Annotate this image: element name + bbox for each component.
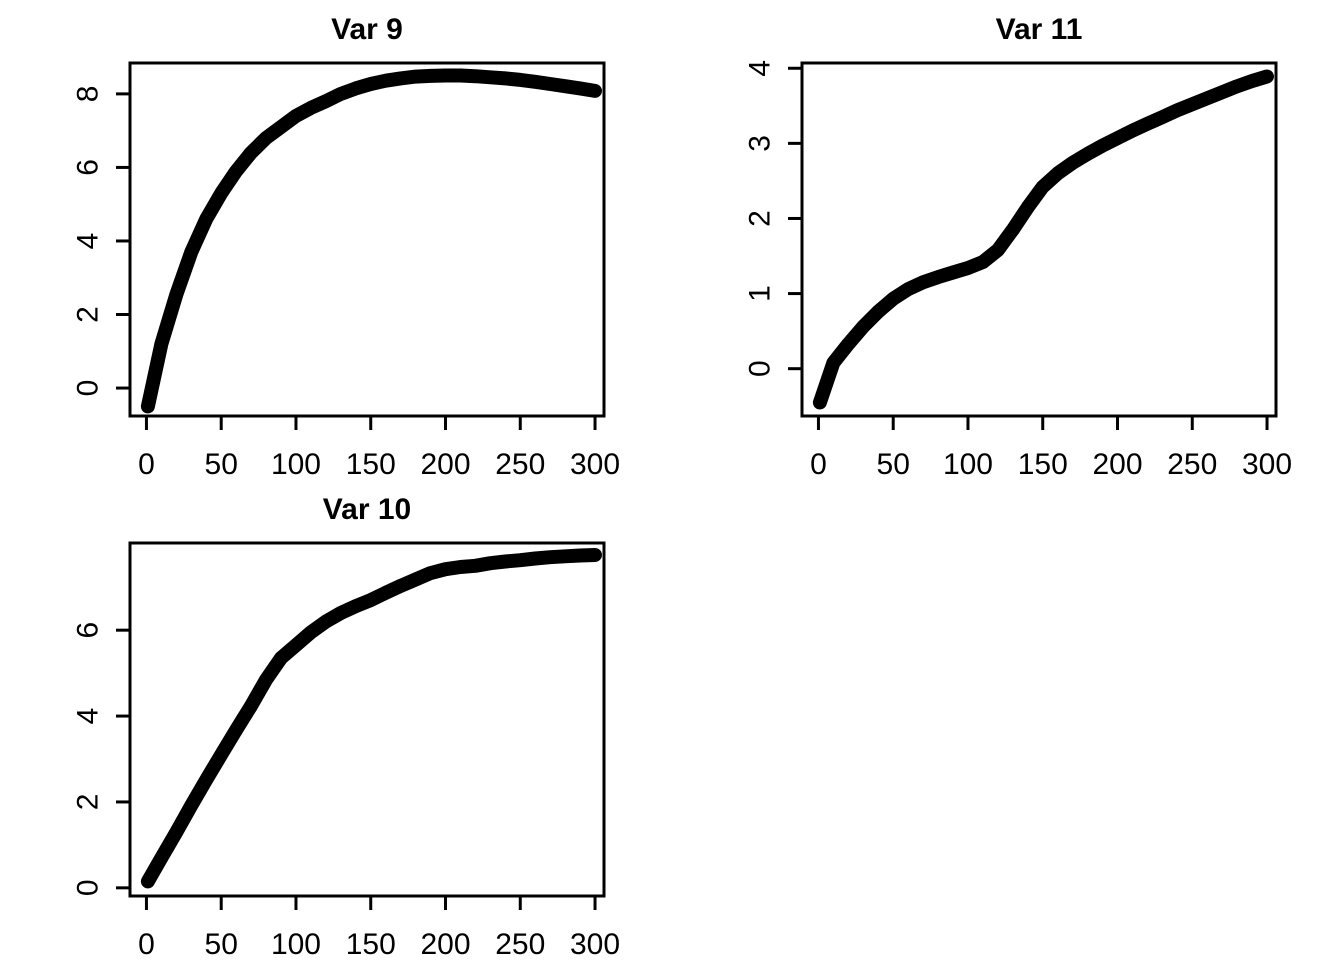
panel-var-9: Var 9 0 50 100 150 200 250 300 0 2 4 6 8 bbox=[0, 0, 672, 481]
series-curve bbox=[140, 548, 602, 889]
x-tick-label: 300 bbox=[1242, 448, 1292, 480]
panel-var-11: Var 11 0 50 100 150 200 250 300 0 1 2 3 4 bbox=[672, 0, 1344, 481]
x-tick-label: 300 bbox=[570, 448, 620, 480]
y-tick-label: 2 bbox=[72, 306, 105, 323]
y-tick-label: 2 bbox=[72, 794, 105, 811]
panel-var-10: Var 10 0 50 100 150 200 250 300 0 2 4 6 bbox=[0, 480, 672, 960]
x-tick-label: 50 bbox=[205, 448, 238, 480]
series-curve bbox=[812, 69, 1274, 410]
var-11-plot: 0 50 100 150 200 250 300 0 1 2 3 4 bbox=[744, 60, 1293, 480]
x-tick-label: 150 bbox=[346, 928, 396, 960]
x-tick-label: 0 bbox=[138, 928, 155, 960]
x-tick-label: 150 bbox=[1018, 448, 1068, 480]
y-tick-label: 6 bbox=[72, 622, 105, 639]
y-tick-label: 4 bbox=[72, 708, 105, 725]
x-tick-label: 50 bbox=[877, 448, 910, 480]
chart-title-var-10: Var 10 bbox=[322, 493, 412, 526]
chart-title-var-11: Var 11 bbox=[995, 13, 1083, 46]
x-tick-label: 50 bbox=[205, 928, 238, 960]
y-tick-label: 0 bbox=[72, 380, 105, 397]
x-tick-label: 200 bbox=[420, 928, 470, 960]
x-tick-label: 0 bbox=[138, 448, 155, 480]
y-tick-label: 1 bbox=[744, 285, 777, 302]
x-tick-label: 0 bbox=[810, 448, 827, 480]
x-tick-label: 100 bbox=[271, 448, 321, 480]
y-tick-label: 8 bbox=[72, 86, 105, 103]
x-tick-label: 200 bbox=[1092, 448, 1142, 480]
x-tick-label: 200 bbox=[420, 448, 470, 480]
x-tick-label: 300 bbox=[570, 928, 620, 960]
empty-quadrant bbox=[672, 480, 1344, 960]
y-tick-label: 6 bbox=[72, 159, 105, 176]
y-tick-label: 0 bbox=[72, 879, 105, 896]
y-tick-label: 3 bbox=[744, 135, 777, 152]
y-tick-label: 4 bbox=[72, 233, 105, 250]
x-tick-label: 100 bbox=[943, 448, 993, 480]
y-tick-label: 2 bbox=[744, 210, 777, 227]
var-10-plot: 0 50 100 150 200 250 300 0 2 4 6 bbox=[72, 541, 620, 960]
x-tick-label: 250 bbox=[495, 448, 545, 480]
x-tick-label: 250 bbox=[1167, 448, 1217, 480]
series-curve bbox=[140, 68, 602, 414]
y-tick-label: 4 bbox=[744, 60, 777, 77]
y-tick-label: 0 bbox=[744, 360, 777, 377]
plot-box bbox=[800, 61, 1278, 418]
x-tick-label: 150 bbox=[346, 448, 396, 480]
x-tick-label: 250 bbox=[495, 928, 545, 960]
var-9-plot: 0 50 100 150 200 250 300 0 2 4 6 8 bbox=[72, 61, 620, 480]
plot-box bbox=[128, 541, 606, 898]
x-tick-label: 100 bbox=[271, 928, 321, 960]
chart-title-var-9: Var 9 bbox=[331, 13, 403, 46]
